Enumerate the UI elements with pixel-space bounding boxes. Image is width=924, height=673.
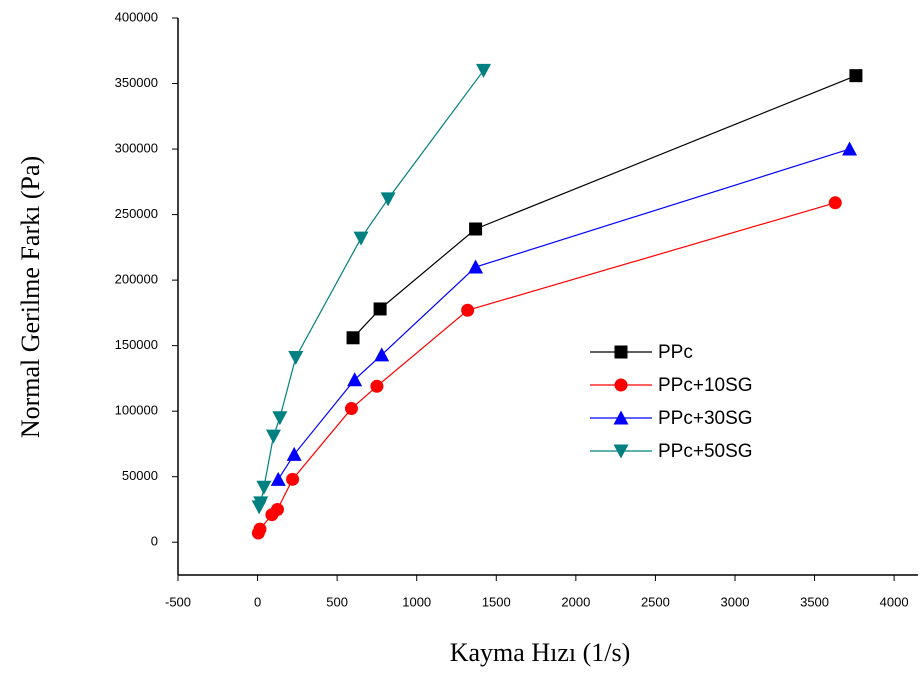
legend-marker (613, 410, 629, 425)
x-tick-label: 2000 (561, 594, 590, 609)
marker (270, 471, 286, 486)
x-tick-label: 1000 (402, 594, 431, 609)
marker (286, 446, 302, 461)
marker (288, 350, 304, 365)
marker (469, 222, 483, 236)
x-tick-label: -500 (165, 594, 191, 609)
y-axis-title: Normal Gerilme Farkı (Pa) (16, 156, 45, 438)
marker (370, 379, 384, 393)
x-tick-label: 4000 (880, 594, 909, 609)
legend-label: PPc+50SG (658, 441, 753, 462)
series-line (352, 75, 857, 339)
marker (476, 63, 492, 78)
x-tick-label: 2500 (641, 594, 670, 609)
x-tick-label: 1500 (482, 594, 511, 609)
y-tick-label: 100000 (115, 403, 158, 418)
x-tick-label: 0 (254, 594, 261, 609)
marker (468, 259, 484, 274)
legend-label: PPc (658, 342, 693, 363)
y-tick-label: 250000 (115, 206, 158, 221)
legend-marker (613, 444, 629, 459)
marker (270, 502, 284, 516)
marker (344, 402, 358, 416)
marker (380, 192, 396, 207)
marker (253, 522, 267, 536)
y-tick-label: 350000 (115, 75, 158, 90)
y-tick-label: 400000 (115, 9, 158, 24)
marker (373, 302, 387, 316)
marker (842, 141, 858, 156)
y-tick-label: 300000 (115, 140, 158, 155)
y-tick-label: 200000 (115, 272, 158, 287)
y-tick-label: 0 (151, 534, 158, 549)
marker (265, 429, 281, 444)
legend-marker (614, 345, 628, 359)
marker (353, 231, 369, 246)
marker (286, 472, 300, 486)
legend-label: PPc+30SG (658, 408, 753, 429)
x-tick-label: 3000 (721, 594, 750, 609)
x-tick-label: 500 (326, 594, 348, 609)
legend-label: PPc+10SG (658, 375, 753, 396)
x-tick-label: 3500 (800, 594, 829, 609)
x-axis-title: Kayma Hızı (1/s) (450, 638, 631, 667)
y-tick-label: 150000 (115, 337, 158, 352)
marker (272, 411, 288, 426)
marker (346, 331, 360, 345)
marker (374, 347, 390, 362)
marker (256, 480, 272, 495)
marker (253, 496, 269, 511)
marker (828, 196, 842, 210)
legend-marker (614, 378, 628, 392)
y-tick-label: 50000 (122, 468, 158, 483)
marker (461, 303, 475, 317)
marker (849, 69, 863, 83)
marker (347, 372, 363, 387)
